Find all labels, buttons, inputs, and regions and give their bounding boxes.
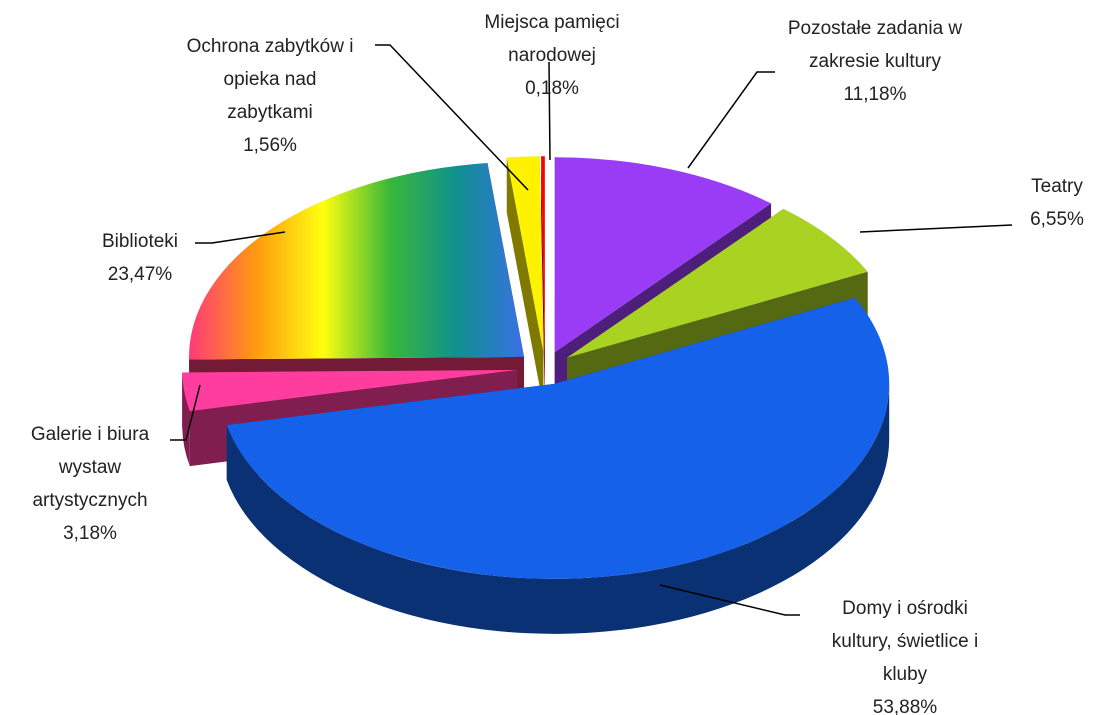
leader-line [170,384,201,441]
category-label: Ochrona zabytków i opieka nad zabytkami [186,36,354,123]
slice-wall [506,157,544,407]
category-label: Miejsca pamięci narodowej [484,12,620,66]
slice-side [226,383,890,634]
slice [226,297,890,579]
slice-label: Ochrona zabytków i opieka nad zabytkami 1… [181,30,359,162]
slice-label: Miejsca pamięci narodowej 0,18% [476,6,628,105]
slice [541,156,545,352]
leader-line [375,44,529,191]
leader-line [859,224,1013,233]
leader-line [548,61,551,161]
leader-line [195,231,286,244]
value-label: 53,88% [872,697,938,715]
slice-label: Teatry 6,55% [997,170,1094,236]
value-label: 1,56% [243,135,297,156]
slice [567,208,868,358]
slice-wall [541,156,545,407]
slice [554,157,772,353]
leader-line [659,584,800,616]
value-label: 0,18% [525,78,579,99]
category-label: Biblioteki [101,231,179,252]
value-label: 23,47% [107,264,173,285]
slice-label: Domy i ośrodki kultury, świetlice i klub… [816,592,994,715]
category-label: Domy i ośrodki kultury, świetlice i klub… [831,598,979,685]
slice [182,369,518,412]
slice [189,163,525,360]
slice-label: Pozostałe zadania w zakresie kultury 11,1… [780,12,970,111]
category-label: Pozostałe zadania w zakresie kultury [787,18,963,72]
value-label: 3,18% [63,523,117,544]
slice-label: Galerie i biura wystaw artystycznych 3,18… [8,418,173,550]
value-label: 11,18% [843,84,907,105]
slice-side [182,372,190,467]
leader-line [687,71,775,169]
slice-label: Biblioteki 23,47% [70,225,210,291]
category-label: Teatry [1031,176,1083,197]
category-label: Galerie i biura wystaw artystycznych [30,424,150,511]
value-label: 6,55% [1030,209,1084,230]
slice [506,156,544,352]
